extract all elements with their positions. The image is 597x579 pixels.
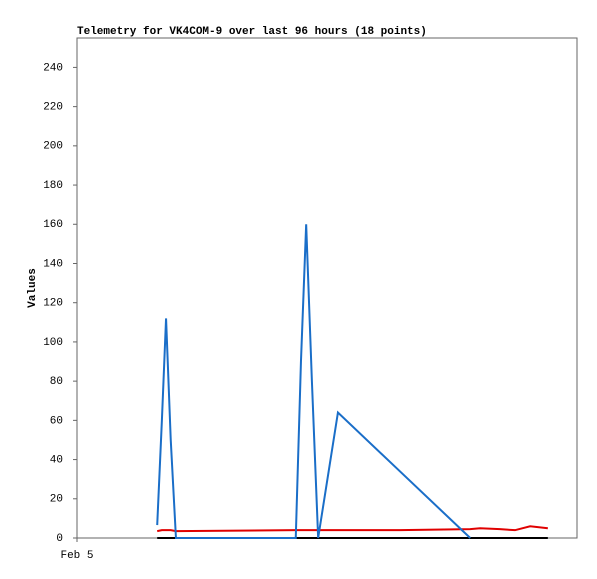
y-tick-label: 240 — [43, 62, 63, 74]
series-line — [156, 224, 471, 539]
chart-title: Telemetry for VK4COM-9 over last 96 hour… — [77, 26, 427, 38]
y-tick-label: 40 — [50, 454, 63, 466]
x-tick-label: Feb 5 — [60, 550, 93, 562]
y-tick-label: 120 — [43, 298, 63, 310]
y-tick-label: 220 — [43, 102, 63, 114]
y-tick-label: 100 — [43, 337, 63, 349]
y-tick-label: 60 — [50, 415, 63, 427]
y-tick-label: 180 — [43, 180, 63, 192]
y-tick-label: 0 — [56, 533, 63, 545]
y-tick-label: 140 — [43, 258, 63, 270]
y-tick-label: 160 — [43, 219, 63, 231]
y-tick-label: 200 — [43, 141, 63, 153]
series-line — [157, 525, 548, 533]
y-tick-label: 20 — [50, 494, 63, 506]
y-tick-label: 80 — [50, 376, 63, 388]
plot-frame — [76, 37, 578, 539]
y-axis-label: Values — [27, 268, 39, 308]
